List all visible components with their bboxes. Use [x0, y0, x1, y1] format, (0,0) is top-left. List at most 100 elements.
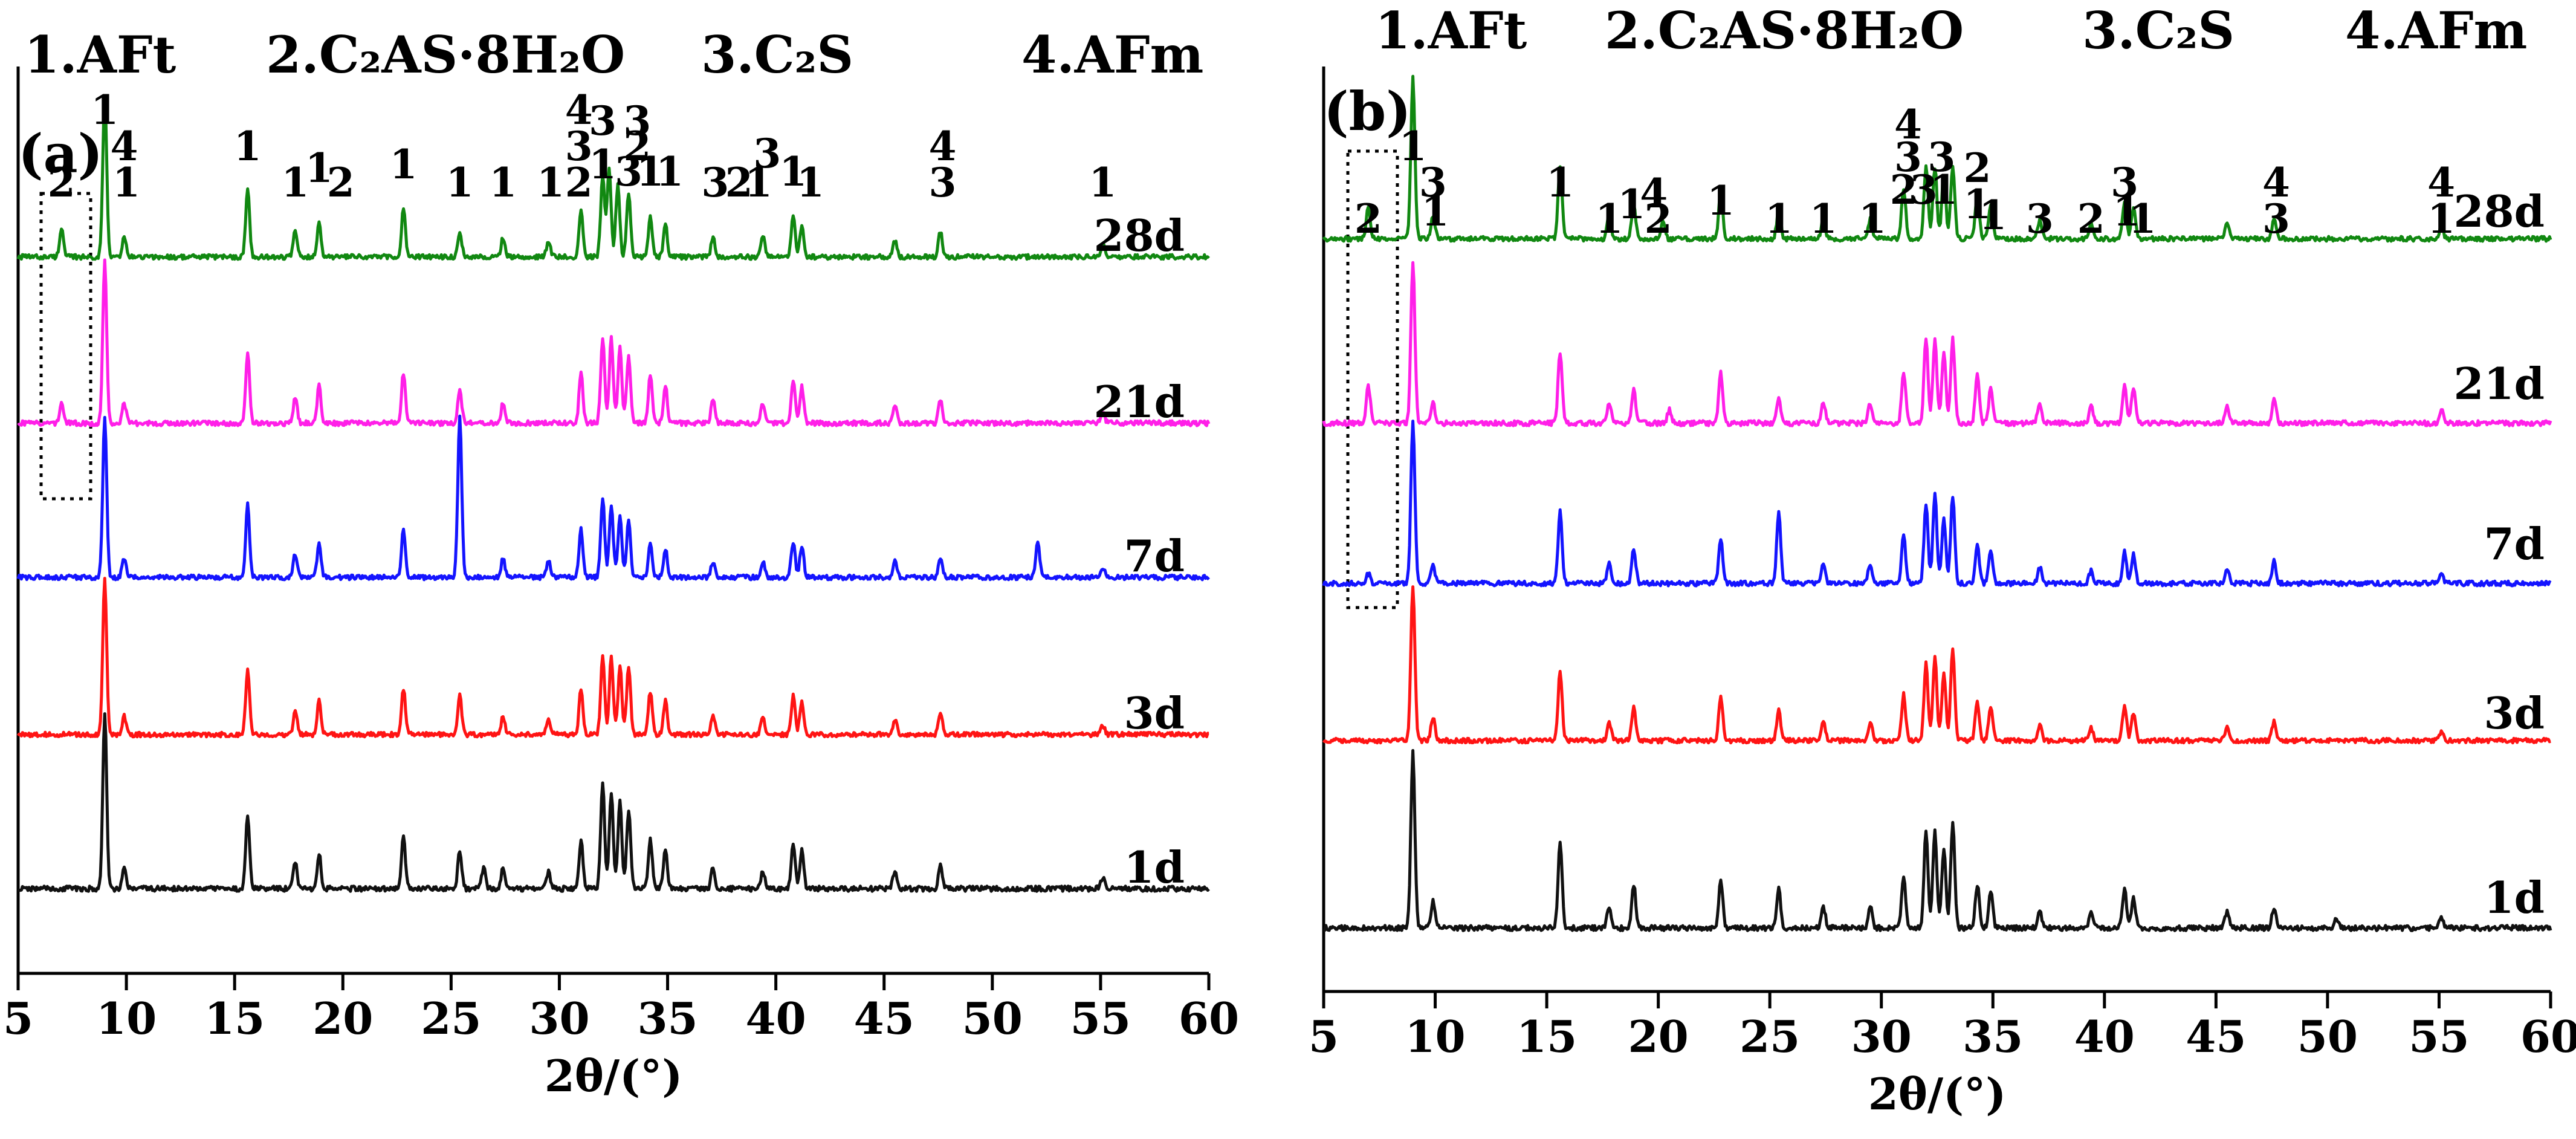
legend-item-4: 4.AFm: [1021, 25, 1203, 85]
peak-annotation: 2: [565, 159, 593, 206]
series-line-21d: [17, 258, 1211, 427]
peak-annotation: 3: [753, 130, 781, 177]
panel-label: (a): [18, 122, 103, 185]
peak-annotation: 1: [656, 148, 684, 195]
series-label-28d: 28d: [1093, 210, 1185, 261]
peak-annotation: 4: [1894, 101, 1922, 148]
legend-item-1: 1.AFt: [24, 25, 176, 85]
peak-annotation: 1: [489, 159, 517, 206]
x-tick-label: 50: [2297, 1011, 2358, 1062]
peak-annotation: 2: [48, 159, 76, 206]
legend-panel-b: 1.AFt 2.C₂AS·8H₂O 3.C₂S 4.AFm: [1375, 1, 2527, 60]
peak-annotation: 1: [745, 159, 772, 206]
peak-annotation: 1: [1963, 181, 1991, 228]
peak-annotation: 2: [623, 123, 651, 170]
series-line-7d: [1322, 420, 2552, 588]
peak-annotation: 1: [1617, 181, 1645, 228]
legend-panel-a: 1.AFt 2.C₂AS·8H₂O 3.C₂S 4.AFm: [24, 25, 1203, 85]
peak-annotation: 1: [2129, 195, 2157, 242]
peak-annotation: 3: [615, 148, 642, 195]
peak-annotation: 1: [589, 141, 616, 188]
legend-item-3: 3.C₂S: [701, 25, 853, 85]
peak-annotation: 1: [1089, 159, 1117, 206]
peak-annotation: 1: [1707, 177, 1735, 224]
peak-annotation: 3: [701, 159, 729, 206]
chart-panel-b: 5 10 15 20 25 30 35 40 45 50 55 602θ/(°)(b)28d21d7d…: [1309, 67, 2576, 1120]
legend-item-1: 1.AFt: [1375, 1, 1527, 60]
x-tick-label: 45: [854, 993, 914, 1044]
peak-annotation: 1: [1399, 123, 1427, 170]
series-line-28d: [1322, 74, 2552, 243]
series-label-28d: 28d: [2453, 186, 2545, 237]
series-line-21d: [1322, 261, 2552, 427]
peak-annotation: 3: [589, 97, 616, 144]
x-tick-label: 25: [421, 993, 481, 1044]
x-tick-label: 5: [1309, 1011, 1339, 1062]
x-tick-label: 60: [2520, 1011, 2576, 1062]
x-tick-label: 35: [637, 993, 697, 1044]
peak-annotation: 4: [565, 86, 593, 134]
x-axis-label: 2θ/(°): [545, 1050, 683, 1102]
peak-annotation: 3: [2111, 159, 2138, 206]
peak-annotation: 1: [1930, 166, 1958, 213]
x-tick-label: 50: [962, 993, 1023, 1044]
peak-annotation: 4: [111, 123, 138, 170]
peak-annotation: 4: [928, 123, 956, 170]
peak-annotation: 3: [1419, 159, 1447, 206]
peak-annotation: 1: [112, 159, 140, 206]
peak-annotation: 3: [623, 97, 651, 144]
peak-annotation: 1: [2427, 195, 2455, 242]
peak-annotation: 3: [565, 123, 593, 170]
peak-annotation: 3: [2262, 195, 2290, 242]
x-tick-label: 40: [2074, 1011, 2135, 1062]
peak-annotation: 3: [2026, 195, 2054, 242]
peak-annotation: 1: [797, 159, 824, 206]
peak-annotation: 2: [1963, 144, 1991, 192]
series-label-3d: 3d: [1124, 687, 1185, 739]
x-tick-label: 30: [529, 993, 589, 1044]
series-label-1d: 1d: [2484, 872, 2545, 923]
series-label-21d: 21d: [2453, 358, 2545, 409]
peak-annotation: 2: [1890, 166, 1918, 213]
x-tick-label: 10: [96, 993, 157, 1044]
series-label-21d: 21d: [1093, 376, 1185, 427]
peak-annotation: 1: [234, 123, 262, 170]
series-line-28d: [16, 95, 1210, 261]
peak-annotation: 1: [305, 144, 333, 192]
x-tick-label: 55: [2409, 1011, 2469, 1062]
series-label-7d: 7d: [2484, 518, 2545, 570]
x-tick-label: 40: [746, 993, 806, 1044]
x-tick-label: 15: [1516, 1011, 1577, 1062]
peak-annotation: 1: [636, 148, 664, 195]
series-label-7d: 7d: [1124, 530, 1185, 582]
peak-annotation: 1: [2113, 188, 2141, 235]
peak-annotation: 1: [1595, 195, 1623, 242]
series-label-1d: 1d: [1124, 842, 1185, 893]
series-line-3d: [16, 577, 1209, 739]
peak-annotation: 1: [1546, 159, 1574, 206]
peak-annotation: 1: [1810, 195, 1837, 242]
series-line-1d: [18, 712, 1210, 893]
peak-annotation: 1: [1765, 195, 1793, 242]
peak-annotation: 4: [1640, 170, 1668, 217]
peak-annotation: 2: [1354, 195, 1382, 242]
legend-item-2: 2.C₂AS·8H₂O: [1605, 1, 1964, 60]
x-tick-label: 60: [1179, 993, 1239, 1044]
series-line-1d: [1323, 749, 2552, 932]
x-tick-label: 55: [1070, 993, 1131, 1044]
peak-annotation: 2: [327, 159, 355, 206]
peak-annotation: 3: [1927, 134, 1955, 181]
peak-annotation: 2: [725, 159, 753, 206]
legend-item-3: 3.C₂S: [2082, 1, 2235, 60]
peak-annotation: 1: [1979, 192, 2007, 239]
x-tick-label: 20: [1628, 1011, 1689, 1062]
peak-annotation: 1: [537, 159, 565, 206]
peak-annotation: 4: [2262, 159, 2290, 206]
peak-annotation: 3: [1910, 166, 1938, 213]
x-axis-label: 2θ/(°): [1868, 1068, 2007, 1120]
peak-annotation: 3: [1894, 134, 1922, 181]
highlight-box: [39, 192, 92, 501]
peak-annotation: 1: [1859, 195, 1886, 242]
peak-annotation: 4: [2427, 159, 2455, 206]
